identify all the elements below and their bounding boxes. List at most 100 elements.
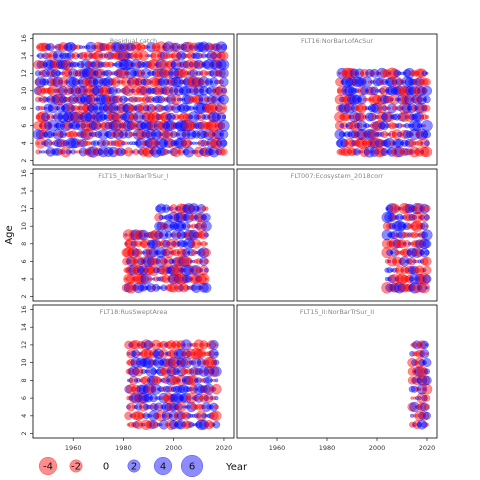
residual-bubble	[156, 147, 166, 157]
panel-2: FLT16:NorBarLofAcSur	[236, 33, 438, 166]
residual-bubble	[183, 146, 195, 158]
residual-bubble	[89, 89, 93, 93]
residual-bubble	[112, 140, 119, 147]
residual-bubble	[408, 139, 416, 148]
residual-bubble	[220, 43, 228, 51]
residual-bubble	[196, 129, 207, 140]
y-tick-label: 10	[20, 222, 28, 230]
residual-bubble	[162, 41, 175, 53]
residual-bubble	[42, 52, 49, 60]
residual-bubble	[182, 113, 190, 121]
residual-bubble	[165, 61, 173, 69]
residual-bubble	[201, 220, 212, 232]
residual-bubble	[205, 148, 213, 156]
residual-bubble	[215, 69, 223, 77]
residual-bubble	[78, 79, 84, 85]
residual-bubble	[108, 146, 119, 158]
residual-bubble	[96, 141, 100, 145]
residual-bubble	[48, 123, 53, 128]
legend-label: 6	[189, 462, 195, 473]
residual-bubble	[147, 111, 160, 123]
residual-bubble	[53, 53, 58, 58]
residual-bubble	[57, 43, 64, 51]
residual-bubble	[144, 54, 148, 58]
residual-bubble	[204, 80, 209, 84]
residual-bubble	[146, 42, 157, 53]
residual-bubble	[405, 115, 409, 119]
residual-bubble	[104, 121, 113, 130]
legend-year-label: Year	[225, 462, 248, 473]
residual-bubble	[394, 146, 405, 158]
residual-bubble	[423, 204, 431, 213]
residual-bubble	[410, 396, 414, 400]
residual-bubble	[131, 132, 136, 137]
residual-bubble	[398, 102, 411, 114]
residual-bubble	[376, 67, 388, 79]
residual-bubble	[189, 114, 194, 120]
residual-bubble	[197, 139, 205, 147]
residual-bubble	[46, 71, 50, 76]
panel-1-frame	[32, 33, 235, 166]
residual-bubble	[375, 89, 379, 93]
residual-bubble	[47, 120, 59, 132]
residual-bubble	[105, 102, 117, 114]
residual-bubble	[56, 138, 65, 148]
y-tick-label: 12	[20, 341, 28, 349]
residual-bubble	[193, 85, 205, 97]
residual-bubble	[119, 43, 128, 52]
residual-bubble	[178, 88, 184, 94]
residual-bubble	[221, 114, 227, 120]
residual-bubble	[424, 140, 430, 147]
residual-bubble	[423, 130, 431, 139]
y-tick-label: 14	[20, 187, 28, 195]
residual-bubble	[370, 103, 379, 113]
residual-bubble	[179, 112, 189, 122]
residual-bubble	[382, 139, 392, 148]
residual-bubble	[79, 130, 87, 138]
x-tick-label: 2000	[165, 444, 182, 452]
residual-bubble	[103, 114, 109, 120]
residual-bubble	[410, 132, 414, 137]
residual-bubble	[374, 146, 385, 158]
residual-bubble	[102, 70, 109, 77]
residual-bubble	[99, 132, 103, 137]
residual-bubble	[345, 141, 349, 145]
residual-bubble	[400, 147, 409, 156]
residual-bubble	[90, 140, 96, 146]
residual-bubble	[346, 149, 353, 155]
residual-bubble	[423, 104, 431, 112]
residual-bubble	[148, 77, 159, 87]
residual-bubble	[117, 44, 124, 51]
residual-bubble	[90, 52, 97, 60]
residual-bubble	[156, 68, 166, 78]
residual-bubble	[193, 77, 204, 87]
residual-bubble	[201, 282, 212, 293]
residual-bubble	[210, 52, 218, 60]
residual-bubble	[338, 148, 346, 156]
residual-bubble	[421, 229, 433, 241]
y-tick-label: 14	[20, 52, 28, 60]
residual-bubble	[210, 96, 218, 103]
residual-bubble	[381, 78, 388, 86]
residual-bubble	[380, 69, 389, 78]
residual-bubble	[219, 130, 229, 139]
residual-bubble	[90, 114, 96, 120]
residual-bubble	[356, 122, 363, 129]
residual-bubble	[53, 88, 58, 93]
residual-bubble	[124, 132, 128, 137]
residual-bubble	[365, 69, 374, 78]
residual-bubble	[180, 119, 193, 132]
residual-bubble	[156, 149, 162, 155]
residual-bubble	[135, 61, 142, 68]
residual-bubble	[422, 256, 432, 266]
residual-bubble	[36, 54, 40, 58]
residual-bubble	[208, 146, 220, 158]
residual-bubble	[204, 206, 209, 211]
residual-bubble	[150, 53, 157, 59]
residual-bubble	[178, 61, 184, 68]
residual-bubble	[383, 69, 391, 78]
residual-bubble	[203, 258, 210, 265]
residual-bubble	[166, 60, 176, 70]
residual-bubble	[387, 132, 392, 137]
residual-bubble	[43, 62, 48, 67]
